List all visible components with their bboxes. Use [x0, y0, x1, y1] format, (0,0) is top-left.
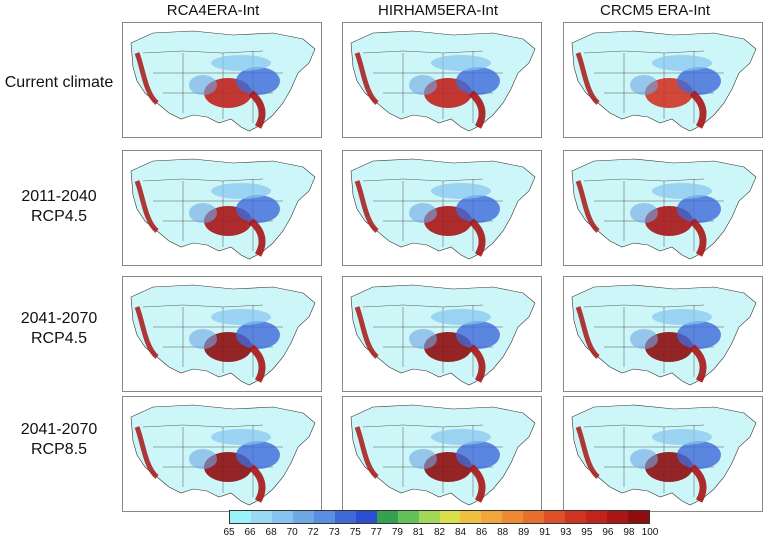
- map-panel: [342, 276, 542, 392]
- row-label-line2: RCP8.5: [30, 441, 88, 458]
- colorbar-swatch: [397, 511, 419, 523]
- map-panel: [122, 22, 322, 138]
- column-title-hirham5: HIRHAM5ERA-Int: [377, 2, 499, 19]
- colorbar-tick-label: 93: [560, 527, 572, 538]
- north-america-map: [350, 158, 536, 260]
- north-america-map: [130, 404, 316, 506]
- colorbar-swatch: [334, 511, 356, 523]
- colorbar: [229, 510, 650, 524]
- colorbar-swatch: [355, 511, 377, 523]
- colorbar-swatch: [502, 511, 524, 523]
- colorbar-tick-label: 88: [497, 527, 509, 538]
- colorbar-swatch: [586, 511, 608, 523]
- map-panel: [342, 396, 542, 512]
- colorbar-tick-label: 72: [307, 527, 319, 538]
- colorbar-swatch: [292, 511, 314, 523]
- north-america-map: [130, 284, 316, 386]
- map-panel: [122, 276, 322, 392]
- map-panel: [342, 22, 542, 138]
- north-america-map: [571, 404, 757, 506]
- colorbar-swatch: [313, 511, 335, 523]
- colorbar-tick-label: 84: [454, 527, 467, 538]
- colorbar-swatch: [544, 511, 566, 523]
- colorbar-swatch: [376, 511, 398, 523]
- colorbar-swatch: [418, 511, 440, 523]
- north-america-map: [350, 30, 536, 132]
- colorbar-swatch: [565, 511, 587, 523]
- colorbar-tick-label: 98: [623, 527, 635, 538]
- colorbar-tick-label: 100: [641, 527, 659, 538]
- north-america-map: [571, 30, 757, 132]
- row-label-line1: 2041-2070: [20, 421, 98, 438]
- column-title-crcm5: CRCM5 ERA-Int: [599, 2, 711, 19]
- colorbar-tick-label: 82: [433, 527, 446, 538]
- map-panel: [563, 396, 763, 512]
- colorbar-tick-label: 89: [518, 527, 530, 538]
- row-label-line2: RCP4.5: [30, 330, 88, 347]
- colorbar-tick-label: 77: [370, 527, 382, 538]
- colorbar-swatch: [250, 511, 272, 523]
- map-panel: [563, 22, 763, 138]
- row-label-line2: RCP4.5: [30, 208, 88, 225]
- north-america-map: [130, 158, 316, 260]
- colorbar-tick-label: 70: [286, 527, 298, 538]
- colorbar-swatch: [481, 511, 503, 523]
- row-label-2041-2070-rcp45: 2041-2070 RCP4.5: [0, 309, 118, 349]
- row-label-2011-2040-rcp45: 2011-2040 RCP4.5: [0, 187, 118, 227]
- north-america-map: [350, 284, 536, 386]
- colorbar-swatch: [607, 511, 629, 523]
- row-label-2041-2070-rcp85: 2041-2070 RCP8.5: [0, 420, 118, 460]
- map-panel: [122, 396, 322, 512]
- colorbar-ticks: 65 66 68 70 72 73 75 77 79 81 82 84 86 88 89 91 93 95 96 98…: [222, 527, 662, 539]
- north-america-map: [571, 284, 757, 386]
- row-label-line1: 2041-2070: [20, 310, 98, 327]
- map-panel: [122, 150, 322, 266]
- colorbar-tick-label: 66: [244, 527, 256, 538]
- colorbar-swatch: [628, 511, 650, 523]
- colorbar-tick-label: 95: [581, 527, 593, 538]
- colorbar-swatch: [523, 511, 545, 523]
- colorbar-tick-label: 75: [349, 527, 361, 538]
- colorbar-tick-label: 96: [602, 527, 614, 538]
- map-panel: [563, 150, 763, 266]
- row-label-current: Current climate: [0, 73, 118, 93]
- north-america-map: [130, 30, 316, 132]
- colorbar-swatch: [439, 511, 461, 523]
- colorbar-swatch: [271, 511, 293, 523]
- colorbar-swatch: [230, 511, 251, 523]
- colorbar-swatch: [460, 511, 482, 523]
- colorbar-tick-label: 86: [476, 527, 488, 538]
- colorbar-tick-label: 81: [412, 527, 424, 538]
- colorbar-tick-label: 68: [265, 527, 277, 538]
- map-panel: [563, 276, 763, 392]
- colorbar-tick-label: 65: [223, 527, 235, 538]
- row-label-line1: 2011-2040: [21, 188, 97, 205]
- north-america-map: [350, 404, 536, 506]
- column-title-rca4: RCA4ERA-Int: [166, 2, 260, 19]
- north-america-map: [571, 158, 757, 260]
- row-label-line1: Current climate: [4, 74, 114, 91]
- colorbar-tick-label: 73: [328, 527, 340, 538]
- colorbar-tick-label: 79: [391, 527, 403, 538]
- colorbar-tick-label: 91: [539, 527, 551, 538]
- map-panel: [342, 150, 542, 266]
